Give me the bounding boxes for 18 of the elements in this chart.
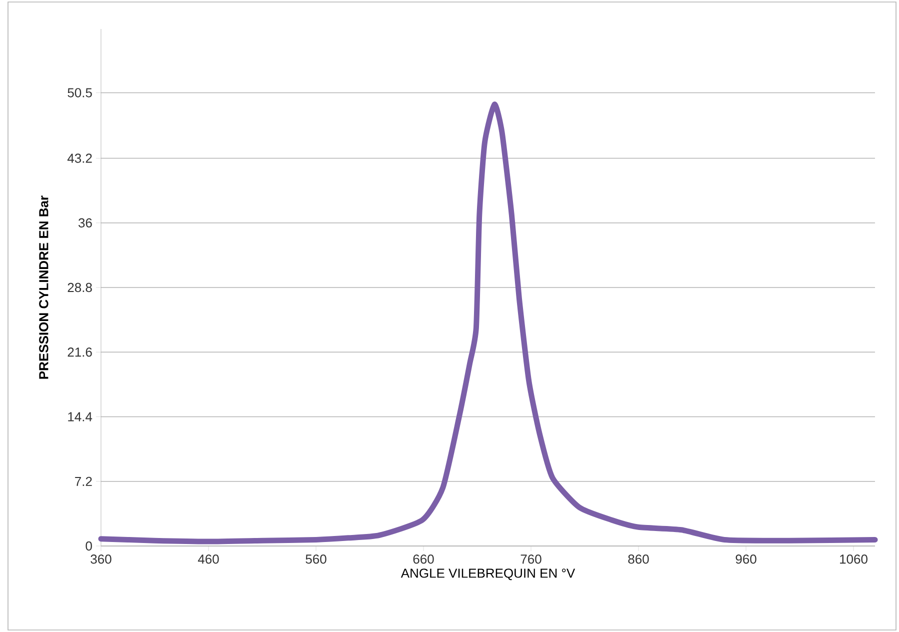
y-tick-label: 7.2 bbox=[75, 476, 92, 486]
y-tick-label: 50.5 bbox=[68, 88, 92, 98]
x-tick-label: 460 bbox=[198, 554, 219, 564]
y-tick-label: 0 bbox=[86, 541, 92, 551]
x-tick-label: 560 bbox=[306, 554, 326, 564]
x-tick-label: 960 bbox=[736, 554, 756, 564]
y-tick-label: 36 bbox=[78, 218, 92, 228]
y-tick-label: 14.4 bbox=[68, 412, 92, 422]
x-tick-label: 760 bbox=[520, 554, 542, 564]
y-tick-label: 28.8 bbox=[68, 282, 92, 292]
y-tick-label: 21.6 bbox=[68, 348, 92, 357]
x-axis-title: ANGLE VILEBREQUIN EN °V bbox=[400, 568, 576, 580]
x-tick-label: 360 bbox=[90, 554, 112, 564]
x-tick-label: 660 bbox=[413, 554, 434, 564]
x-tick-label: 860 bbox=[628, 554, 649, 564]
x-tick-label: 1060 bbox=[840, 554, 868, 564]
y-tick-label: 43.2 bbox=[67, 154, 92, 163]
y-axis-title: PRESSION CYLINDRE EN Bar bbox=[39, 196, 48, 379]
